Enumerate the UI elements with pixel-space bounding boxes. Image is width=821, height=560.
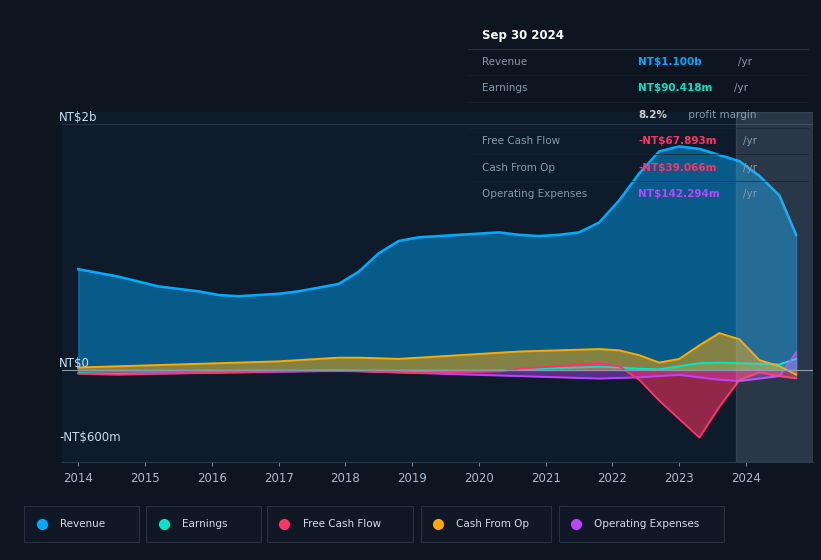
Text: -NT$39.066m: -NT$39.066m (639, 162, 717, 172)
Text: NT$2b: NT$2b (59, 111, 98, 124)
FancyBboxPatch shape (267, 506, 413, 543)
FancyBboxPatch shape (146, 506, 261, 543)
FancyBboxPatch shape (25, 506, 139, 543)
Text: Revenue: Revenue (482, 57, 527, 67)
Text: Free Cash Flow: Free Cash Flow (482, 136, 560, 146)
Text: NT$1.100b: NT$1.100b (639, 57, 702, 67)
Text: Revenue: Revenue (60, 519, 105, 529)
FancyBboxPatch shape (558, 506, 724, 543)
Text: /yr: /yr (738, 57, 752, 67)
FancyBboxPatch shape (420, 506, 551, 543)
Text: Free Cash Flow: Free Cash Flow (302, 519, 381, 529)
Text: -NT$67.893m: -NT$67.893m (639, 136, 717, 146)
Text: Operating Expenses: Operating Expenses (594, 519, 699, 529)
Text: /yr: /yr (743, 189, 757, 199)
Text: Earnings: Earnings (482, 83, 527, 94)
Text: profit margin: profit margin (685, 110, 756, 120)
Text: /yr: /yr (743, 162, 757, 172)
Text: Sep 30 2024: Sep 30 2024 (482, 29, 563, 42)
Text: Cash From Op: Cash From Op (482, 162, 555, 172)
Text: /yr: /yr (743, 136, 757, 146)
Text: NT$90.418m: NT$90.418m (639, 83, 713, 94)
Text: /yr: /yr (734, 83, 748, 94)
Text: NT$142.294m: NT$142.294m (639, 189, 720, 199)
Text: NT$0: NT$0 (59, 357, 90, 370)
Text: -NT$600m: -NT$600m (59, 431, 121, 444)
Text: 8.2%: 8.2% (639, 110, 667, 120)
Text: Cash From Op: Cash From Op (456, 519, 530, 529)
Text: Earnings: Earnings (182, 519, 227, 529)
Text: Operating Expenses: Operating Expenses (482, 189, 587, 199)
Bar (736, 112, 813, 462)
